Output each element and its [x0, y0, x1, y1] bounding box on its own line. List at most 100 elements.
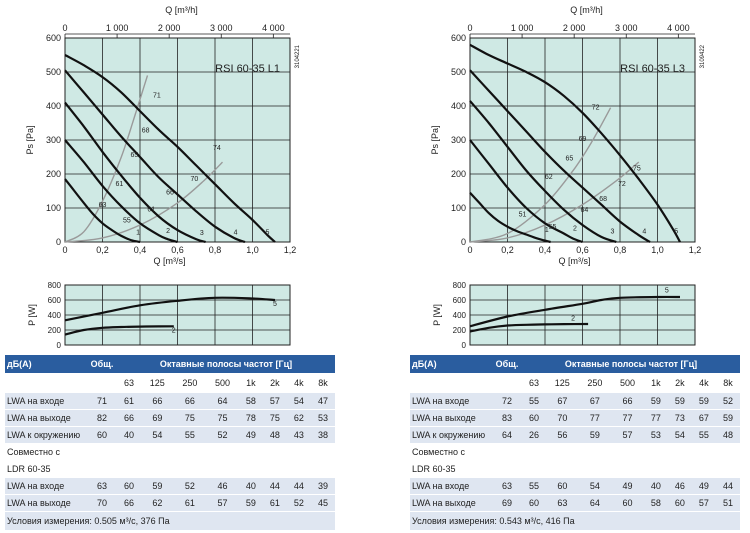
curve-annotation: 5 [674, 229, 678, 236]
row-value: 49 [238, 426, 263, 444]
row-label: LWA на входе [5, 392, 87, 410]
row-value: 38 [310, 426, 335, 444]
row-value: 67 [546, 392, 579, 410]
row-value: 73 [667, 409, 692, 427]
band-spacer [87, 373, 117, 393]
y-tick-label: 600 [46, 33, 61, 43]
row-value: 62 [286, 409, 311, 427]
y-tick-label: 500 [451, 67, 466, 77]
row-value: 52 [715, 392, 740, 410]
band-label: 1k [643, 373, 668, 393]
row-label: LWA на выходе [5, 494, 87, 512]
x-axis-title: Q [m³/s] [559, 256, 591, 266]
power-curve-label: 2 [571, 315, 575, 322]
power-curve-2 [469, 322, 589, 333]
row-value: 58 [238, 392, 263, 410]
fan-curve-4 [64, 69, 246, 244]
together-row-2: LDR 60-35 [410, 460, 740, 478]
row-value: 66 [117, 409, 142, 427]
row-value: 56 [546, 426, 579, 444]
row-value: 60 [522, 409, 547, 427]
power-y-axis-title: P [W] [432, 304, 442, 326]
curve-annotation: 55 [123, 217, 131, 224]
table-row: LWA к окружению 60 40 54 55 52 49 48 43 38 [5, 426, 335, 444]
row-label: LWA к окружению [410, 426, 492, 444]
row-value: 55 [522, 392, 547, 410]
row-label: LWA к окружению [5, 426, 87, 444]
power-curve-label: 2 [172, 327, 176, 334]
row-value: 64 [578, 494, 612, 512]
row-value: 67 [578, 392, 612, 410]
sound-table-left: дБ(A) Общ. Октавные полосы частот [Гц] 63 12… [5, 355, 335, 531]
row-value: 57 [262, 392, 287, 410]
power-y-tick-label: 400 [453, 311, 467, 320]
row-label: LWA на входе [5, 477, 87, 495]
curve-annotation: 2 [573, 225, 577, 232]
x-tick-label: 1,2 [689, 245, 702, 255]
y-tick-label: 300 [46, 135, 61, 145]
power-y-tick-label: 600 [453, 296, 467, 305]
row-value: 52 [173, 477, 207, 495]
system-curve [469, 107, 612, 243]
row-label: LWA на выходе [410, 409, 492, 427]
band-spacer [5, 373, 87, 393]
power-y-tick-label: 200 [453, 326, 467, 335]
row-value: 66 [611, 392, 644, 410]
band-label: 2k [262, 373, 287, 393]
curve-annotation: 61 [115, 181, 123, 188]
curve-annotation: 51 [519, 212, 527, 219]
row-value: 57 [206, 494, 239, 512]
table-row: LWA на выходе 70 66 62 61 57 59 61 52 45 [5, 494, 335, 512]
fan-curve-1 [469, 191, 551, 244]
chart-title: RSI 60-35 L1 [215, 63, 280, 75]
x2-tick-label: 4 000 [667, 23, 690, 33]
fan-curve-5 [64, 54, 276, 243]
curve-annotation: 5 [266, 230, 270, 237]
x-tick-label: 0,2 [96, 245, 109, 255]
table-header-row: дБ(A) Общ. Октавные полосы частот [Гц] [5, 355, 335, 374]
row-total: 82 [87, 409, 117, 427]
curve-annotation: 55 [549, 224, 557, 231]
together-row-1: Совместно с [410, 443, 740, 461]
row-value: 40 [117, 426, 142, 444]
row-value: 47 [310, 392, 335, 410]
x-tick-label: 0,6 [576, 245, 589, 255]
power-curve-5 [64, 296, 276, 322]
row-value: 55 [691, 426, 716, 444]
row-value: 59 [691, 392, 716, 410]
row-value: 44 [286, 477, 311, 495]
row-value: 60 [522, 494, 547, 512]
row-value: 26 [522, 426, 547, 444]
row-value: 59 [667, 392, 692, 410]
curve-annotation: 74 [213, 145, 221, 152]
together-label: Совместно с [410, 443, 740, 461]
table-row: LWA на входе 71 61 66 66 64 58 57 54 47 [5, 392, 335, 410]
x-tick-label: 0 [467, 245, 472, 255]
row-total: 63 [87, 477, 117, 495]
y-tick-label: 200 [451, 169, 466, 179]
x-tick-label: 0,6 [171, 245, 184, 255]
fan-curve-2 [469, 139, 583, 244]
curve-annotation: 3 [611, 229, 615, 236]
row-value: 67 [691, 409, 716, 427]
together-row-1: Совместно с [5, 443, 335, 461]
fan-curve-3 [469, 100, 617, 244]
together-label: LDR 60-35 [5, 460, 335, 478]
header-label: дБ(A) [5, 355, 87, 374]
chart-code: 3109422 [700, 44, 706, 68]
header-total: Общ. [87, 355, 117, 374]
band-spacer [492, 373, 522, 393]
curve-annotation: 65 [130, 152, 138, 159]
x-tick-label: 0,8 [614, 245, 627, 255]
row-value: 40 [643, 477, 668, 495]
together-row-2: LDR 60-35 [5, 460, 335, 478]
row-value: 48 [715, 426, 740, 444]
curve-annotation: 63 [99, 202, 107, 209]
row-value: 52 [206, 426, 239, 444]
power-y-tick-label: 800 [453, 281, 467, 290]
y-tick-label: 300 [451, 135, 466, 145]
measurement-conditions: Условия измерения: 0.505 м³/с, 376 Па [5, 511, 335, 531]
x2-tick-label: 4 000 [262, 23, 285, 33]
conditions-row: Условия измерения: 0.505 м³/с, 376 Па [5, 511, 335, 531]
